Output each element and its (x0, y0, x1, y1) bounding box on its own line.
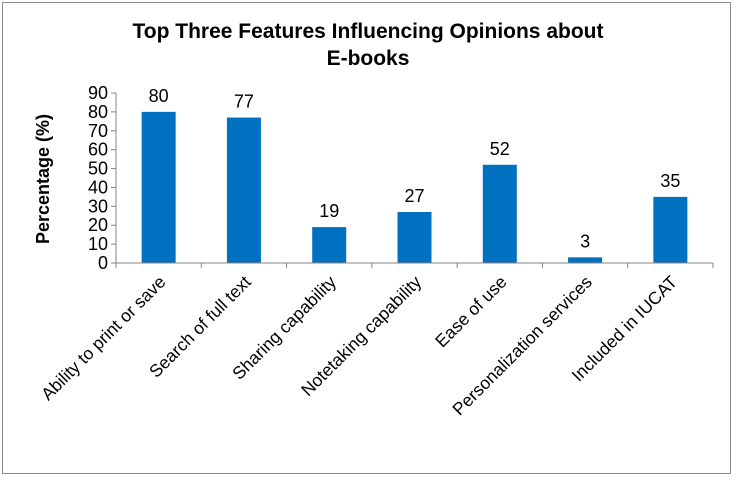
data-label: 35 (660, 171, 680, 191)
y-tick-label: 30 (88, 196, 108, 216)
chart-title-line-1: Top Three Features Influencing Opinions … (133, 20, 604, 43)
bar (397, 212, 432, 263)
y-tick-label: 50 (88, 159, 108, 179)
bar (568, 257, 603, 263)
y-tick-label: 40 (88, 177, 108, 197)
data-label: 80 (149, 86, 169, 106)
bar (226, 117, 261, 263)
value-labels: 80 77 19 27 52 3 35 (149, 86, 681, 251)
y-tick-label: 80 (88, 102, 108, 122)
bar (141, 111, 176, 263)
data-label: 19 (319, 201, 339, 221)
data-label: 77 (234, 92, 254, 112)
bar (312, 227, 347, 263)
y-axis-label: Percentage (%) (33, 114, 53, 244)
y-tick-label: 0 (98, 253, 108, 273)
y-tick-label: 60 (88, 140, 108, 160)
chart-frame (2, 2, 731, 474)
x-tick-label: Ease of use (431, 272, 510, 351)
data-label: 52 (490, 139, 510, 159)
x-tick-label: Personalization services (448, 272, 596, 420)
chart-title-line-2: E-books (327, 47, 410, 70)
y-tick-label: 70 (88, 121, 108, 141)
bars (141, 111, 688, 263)
x-tick-label: Ability to print or save (37, 272, 169, 404)
y-tick-label: 90 (88, 83, 108, 103)
bar (653, 196, 688, 263)
y-tick-label: 10 (88, 234, 108, 254)
data-label: 27 (404, 186, 424, 206)
data-label: 3 (580, 231, 590, 251)
y-tick-label: 20 (88, 215, 108, 235)
bar (482, 164, 517, 263)
axes (115, 93, 714, 268)
